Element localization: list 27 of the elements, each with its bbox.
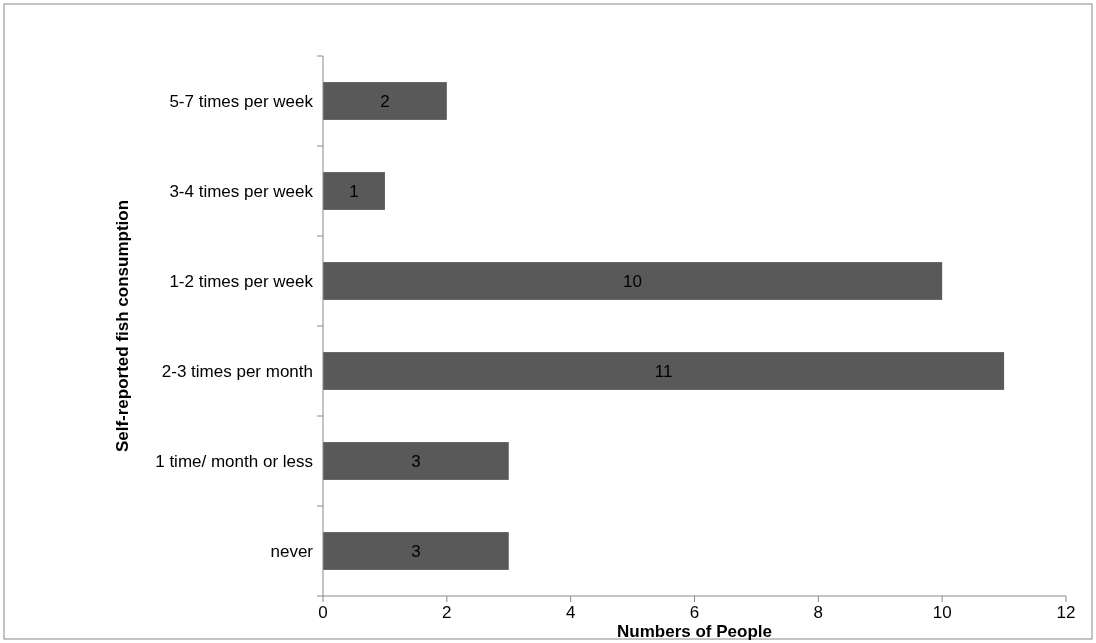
x-tick-label: 8 xyxy=(813,603,824,622)
data-label: 1 xyxy=(349,181,359,201)
bar xyxy=(323,82,447,120)
x-axis-title: Numbers of People xyxy=(617,622,772,641)
y-tick-label: 1 time/ month or less xyxy=(155,451,313,471)
x-tick-label: 6 xyxy=(689,603,700,622)
x-tick-label: 12 xyxy=(1056,603,1076,622)
data-label: 10 xyxy=(623,271,643,291)
y-tick-label: never xyxy=(270,541,314,561)
y-tick-label: 2-3 times per month xyxy=(161,361,313,381)
bar xyxy=(323,532,509,570)
data-label: 2 xyxy=(380,91,390,111)
x-tick-label: 10 xyxy=(932,603,952,622)
x-tick-label: 2 xyxy=(442,603,452,622)
bar xyxy=(323,172,385,210)
y-tick-label: 1-2 times per week xyxy=(169,271,314,291)
bar xyxy=(323,442,509,480)
x-tick-label: 0 xyxy=(318,603,328,622)
data-label: 3 xyxy=(411,541,421,561)
y-tick-label: 5-7 times per week xyxy=(169,91,314,111)
data-label: 3 xyxy=(411,451,421,471)
bar xyxy=(323,352,1005,390)
data-label: 11 xyxy=(654,361,673,381)
bar xyxy=(323,262,943,300)
y-axis-title: Self-reported fish consumption xyxy=(113,199,132,453)
x-tick-label: 4 xyxy=(565,603,576,622)
y-tick-label: 3-4 times per week xyxy=(169,181,314,201)
